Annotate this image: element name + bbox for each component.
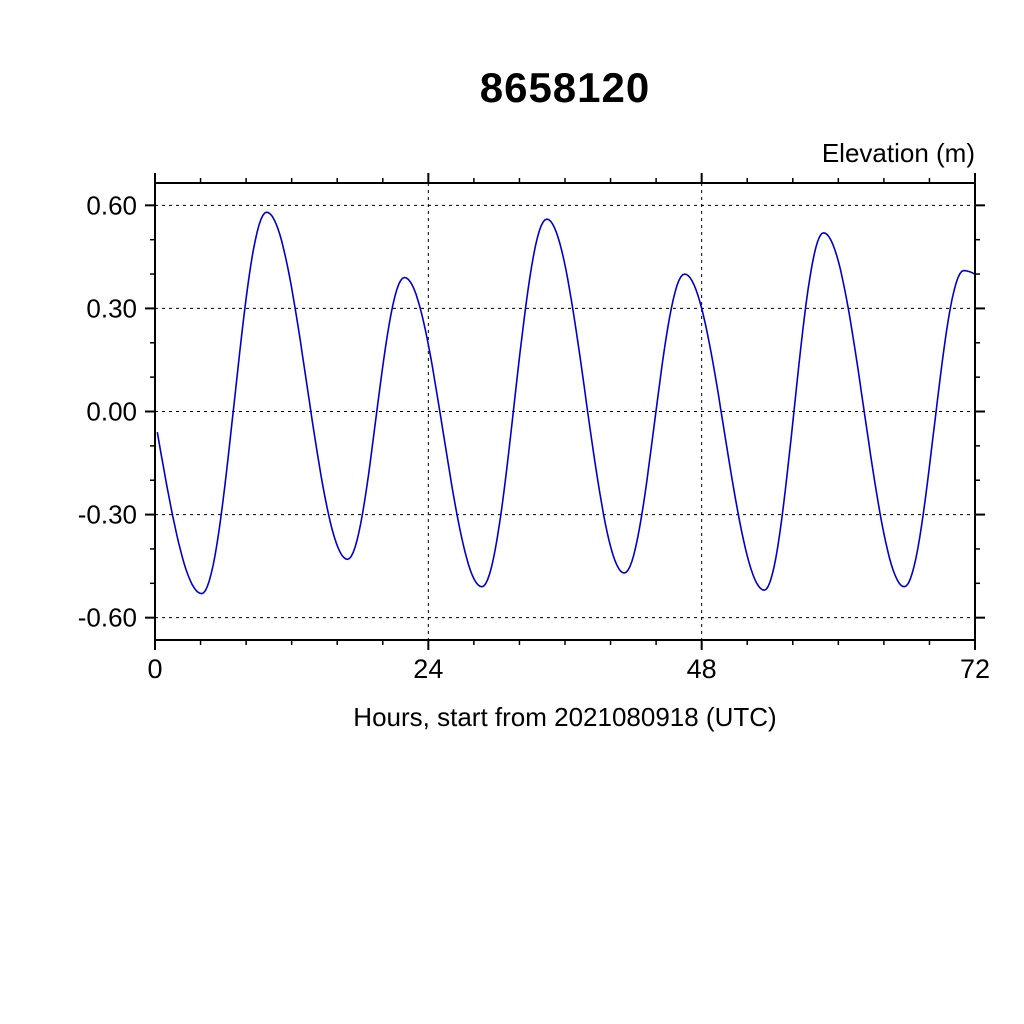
y-tick-label: 0.60 bbox=[86, 190, 137, 220]
y-tick-label: -0.60 bbox=[78, 603, 137, 633]
chart-title: 8658120 bbox=[479, 64, 651, 111]
y-tick-label: 0.00 bbox=[86, 397, 137, 427]
y-axis-title: Elevation (m) bbox=[821, 138, 975, 168]
x-tick-label: 24 bbox=[413, 654, 443, 684]
x-axis-label: Hours, start from 2021080918 (UTC) bbox=[353, 702, 777, 732]
y-tick-label: 0.30 bbox=[86, 293, 137, 323]
x-tick-label: 0 bbox=[147, 654, 162, 684]
axis-frame bbox=[154, 182, 976, 641]
tide-curve bbox=[156, 211, 975, 595]
y-tick-label: -0.30 bbox=[78, 500, 137, 530]
x-tick-label: 48 bbox=[687, 654, 717, 684]
x-tick-label: 72 bbox=[960, 654, 990, 684]
